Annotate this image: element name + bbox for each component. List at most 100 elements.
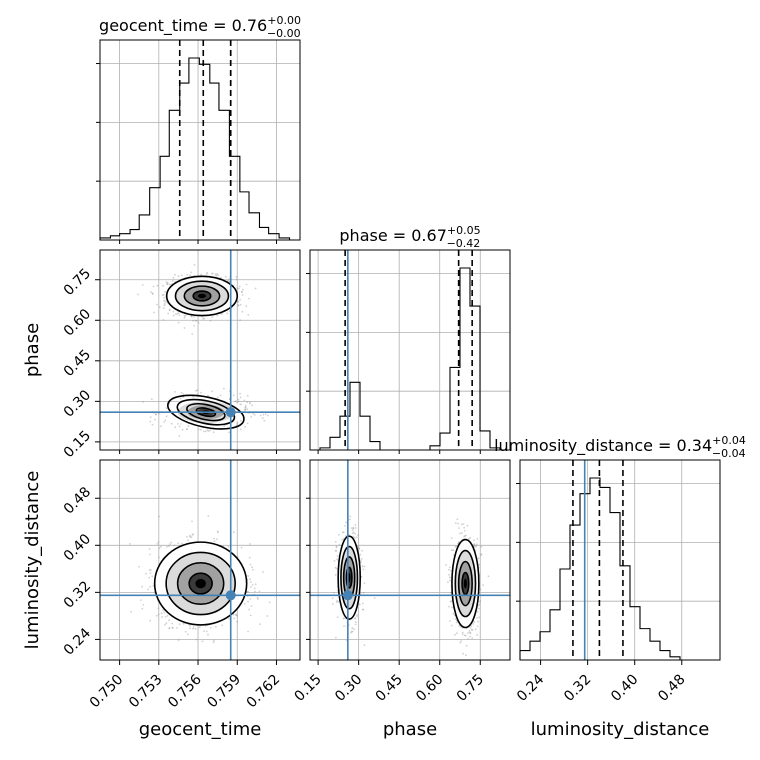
sample-point [334,541,337,543]
sample-point [249,563,252,566]
sample-point [228,431,231,434]
sample-point [336,555,339,557]
sample-point [355,536,358,539]
x-axis-label-geocent_time: geocent_time [139,719,262,740]
sample-point [344,525,346,527]
sample-point [249,402,251,405]
sample-point [335,545,338,548]
sample-point [151,575,154,578]
sample-point [247,630,250,633]
sample-point [354,524,357,526]
sample-point [239,298,242,301]
sample-point [212,272,214,275]
sample-point [237,300,240,303]
sample-point [241,310,244,313]
sample-point [336,599,339,602]
sample-point [235,275,238,278]
sample-point [341,538,344,541]
sample-point [160,425,163,428]
sample-point [471,637,474,640]
sample-point [459,641,462,644]
sample-point [172,310,175,313]
sample-point [213,537,215,540]
density-phase_vs_luminosity_distance [331,515,490,657]
x-axis-label-phase: phase [383,719,437,740]
sample-point [191,333,194,335]
sample-point [258,623,261,626]
sample-point [454,545,457,548]
sample-point [162,319,165,321]
sample-point [168,309,171,311]
sample-point [177,321,180,324]
sample-point [165,407,168,409]
sample-point [342,531,345,533]
sample-point [460,523,463,526]
sample-point [181,274,183,277]
sample-point [187,633,189,636]
sample-point [472,623,475,625]
sample-point [242,288,244,291]
sample-point [233,531,235,534]
sample-point [198,626,201,629]
sample-point [250,586,252,588]
sample-point [254,414,256,416]
panel-title-luminosity_distance: luminosity_distance = 0.34+0.04 −0.04 [494,434,746,460]
sample-point [362,602,364,605]
sample-point [465,654,467,657]
sample-point [149,585,152,588]
sample-point [217,530,219,533]
sample-point [236,614,238,617]
sample-point [244,404,247,407]
sample-point [235,278,238,281]
sample-point [193,324,196,327]
sample-point [192,395,195,398]
sample-point [457,522,459,525]
sample-point [209,319,212,322]
x-tick-label: 0.15 [292,672,325,705]
sample-point [468,630,471,632]
sample-point [203,317,206,320]
sample-point [353,537,356,539]
sample-point [460,640,463,642]
sample-point [250,581,252,583]
sample-point [177,639,180,642]
sample-point [156,542,159,545]
sample-point [470,628,473,631]
sample-point [148,576,151,579]
density-level [463,578,467,589]
title-plus: +0.00 [267,14,301,27]
sample-point [247,591,250,593]
sample-point [195,638,198,641]
sample-point [219,394,222,397]
sample-point [451,606,453,609]
sample-point [211,272,213,275]
sample-point [192,626,195,628]
sample-point [264,413,267,416]
sample-point [464,634,467,637]
contour-line [192,290,212,302]
sample-point [462,523,465,525]
sample-point [151,423,154,426]
sample-point [152,285,155,288]
sample-point [244,426,247,428]
axes-frame [99,39,301,241]
sample-point [447,581,449,584]
sample-point [183,327,186,329]
sample-point [247,313,250,316]
sample-point [172,276,175,279]
sample-point [210,627,212,629]
sample-point [448,573,450,576]
sample-point [149,572,152,574]
sample-point [445,564,447,566]
sample-point [166,615,169,617]
sample-point [240,290,243,293]
sample-point [476,610,479,613]
sample-point [176,312,179,315]
sample-point [262,413,265,416]
sample-point [468,537,470,540]
sample-point [205,273,208,275]
sample-point [160,612,163,615]
sample-point [173,544,176,547]
sample-point [207,633,209,636]
sample-point [448,605,450,608]
